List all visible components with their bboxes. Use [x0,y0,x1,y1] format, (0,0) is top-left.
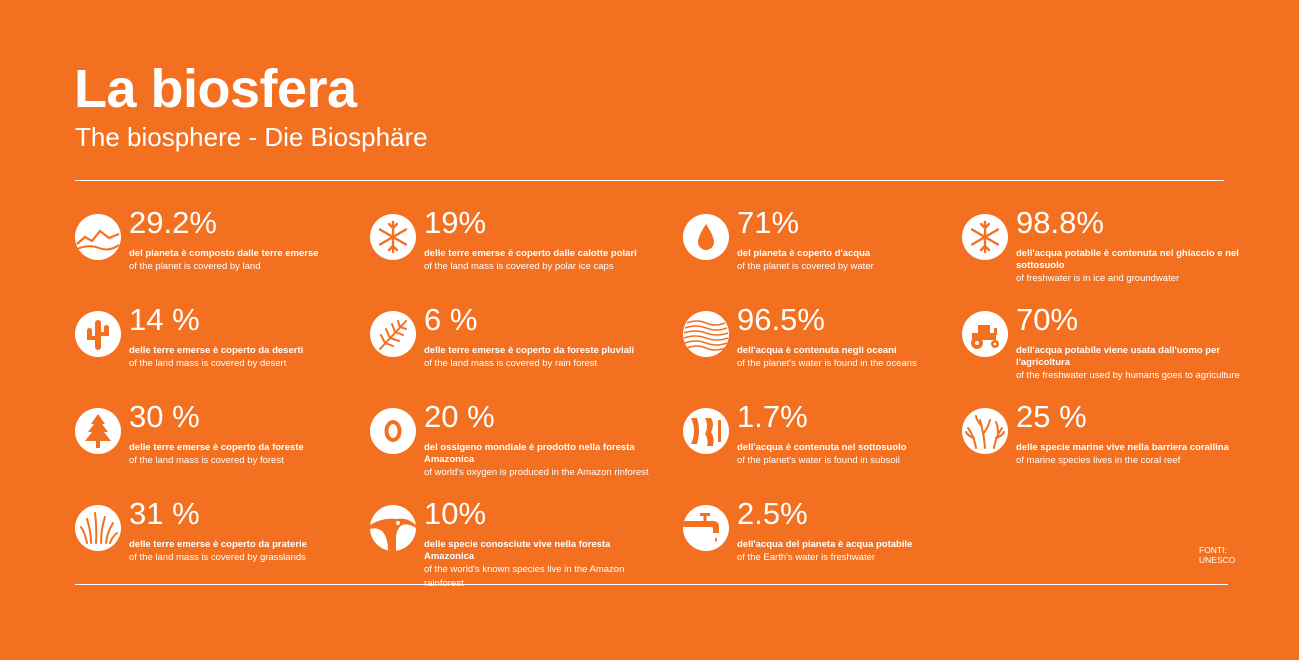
stat-caption-it: dell'acqua potabile è contenuta nel ghia… [1016,248,1252,286]
faucet-icon [683,505,729,551]
toucan-icon [370,505,416,551]
coral-icon [962,408,1008,454]
stat-caption-it: dell'acqua potabile viene usata dall'uom… [1016,345,1252,383]
stat-caption-en: of the land mass is covered by desert [129,358,287,369]
pine-tree-icon [75,408,121,454]
stat-caption-it: dell'acqua del pianeta è acqua potabile o… [737,539,973,565]
stat-caption-en: of the planet's water is found in subsoi… [737,455,900,466]
stat-caption-it: delle specie marine vive nella barriera … [1016,442,1252,468]
stat-caption-en: of the land mass is covered by grassland… [129,552,306,563]
top-divider [75,180,1224,181]
stat-value: 6 % [424,302,478,337]
page-subtitle: The biosphere - Die Biosphäre [75,122,428,152]
stat-caption-en: of the land mass is covered by rain fore… [424,358,598,369]
stat-caption-en: of the freshwater used by humans goes to… [1016,370,1240,381]
oxygen-icon [370,408,416,454]
grass-icon [75,505,121,551]
stat-caption-it: delle terre emerse è coperto da foreste o… [129,442,365,468]
stat-value: 10% [424,496,487,531]
stat-value: 98.8% [1016,205,1104,240]
stat-value: 96.5% [737,302,825,337]
stat-caption-it: delle specie conosciute vive nella fores… [424,539,660,591]
land-icon [75,214,121,260]
stat-caption-en: of the planet's water is found in the oc… [737,358,917,369]
stat-caption-en: of the land mass is covered by polar ice… [424,261,614,272]
stat-caption-it: delle terre emerse è coperto da praterie… [129,539,365,565]
stat-value: 14 % [129,302,200,337]
stat-caption-it: dell'acqua è contenuta negli oceani of th… [737,345,973,371]
stat-value: 29.2% [129,205,217,240]
stat-value: 19% [424,205,487,240]
stat-value: 20 % [424,399,495,434]
stat-caption-en: of the planet is covered by water [737,261,874,272]
stat-caption-it: del pianeta è composto dalle terre emers… [129,248,365,274]
ocean-waves-icon [683,311,729,357]
water-drop-icon [683,214,729,260]
stat-caption-it: delle terre emerse è coperto da foreste … [424,345,660,371]
tractor-icon [962,311,1008,357]
snowflake-icon [962,214,1008,260]
cactus-icon [75,311,121,357]
stat-caption-en: of the land mass is covered by forest [129,455,284,466]
fern-leaf-icon [370,311,416,357]
stat-caption-en: of the world's known species live in the… [424,564,625,589]
stat-caption-en: of marine species lives in the coral ree… [1016,455,1181,466]
stat-caption-it: delle terre emerse è coperto dalle calot… [424,248,660,274]
subsoil-icon [683,408,729,454]
sources-note: FONTI: UNESCO [1199,545,1235,565]
stat-value: 71% [737,205,800,240]
stat-caption-it: delle terre emerse è coperto da deserti o… [129,345,365,371]
page-title: La biosfera [74,59,357,119]
stat-value: 30 % [129,399,200,434]
stat-caption-en: of freshwater is in ice and groundwater [1016,273,1180,284]
stat-caption-en: of world's oxygen is produced in the Ama… [424,467,649,478]
stat-value: 70% [1016,302,1079,337]
stat-caption-it: dell'acqua è contenuta nel sottosuolo of … [737,442,973,468]
sources-name: UNESCO [1199,555,1236,565]
stat-value: 1.7% [737,399,808,434]
stat-caption-en: of the Earth's water is freshwater [737,552,876,563]
stat-caption-en: of the planet is covered by land [129,261,261,272]
stat-caption-it: del ossigeno mondiale è prodotto nella f… [424,442,660,480]
stat-value: 2.5% [737,496,808,531]
bottom-divider [75,584,1228,585]
sources-label: FONTI: [1199,545,1227,555]
stat-value: 25 % [1016,399,1087,434]
snowflake-icon [370,214,416,260]
stat-caption-it: del pianeta è coperto d'acqua of the plan… [737,248,973,274]
stat-value: 31 % [129,496,200,531]
